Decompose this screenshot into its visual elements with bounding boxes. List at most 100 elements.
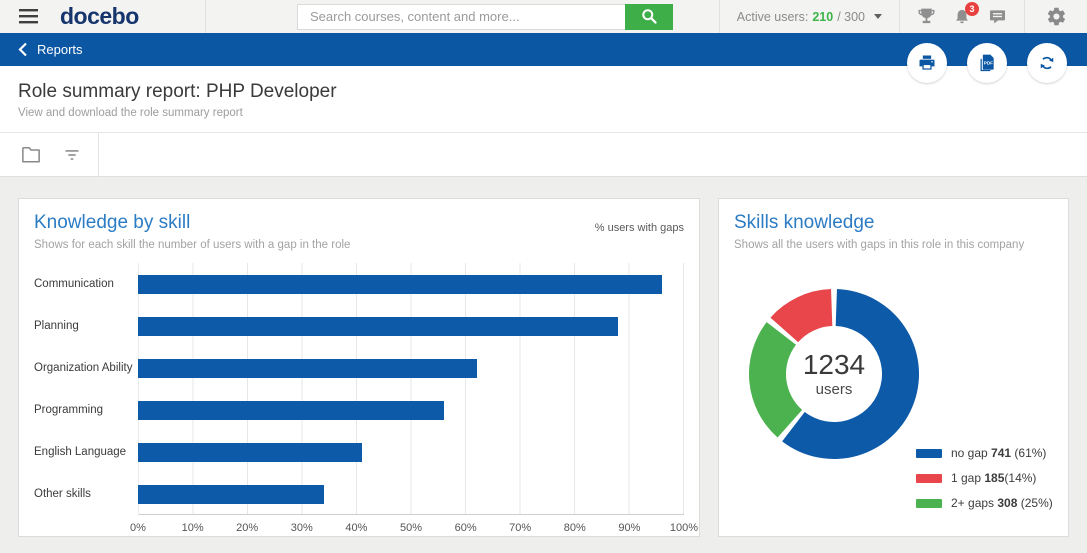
bar-track xyxy=(138,400,684,420)
search-icon xyxy=(641,9,657,24)
active-users-current: 210 xyxy=(812,9,834,24)
skills-knowledge-card: Skills knowledge Shows all the users wit… xyxy=(718,198,1069,537)
axis-tick-label: 20% xyxy=(236,522,259,534)
pdf-icon: PDF xyxy=(980,54,994,72)
breadcrumb-bar: Reports xyxy=(0,33,1087,66)
bar xyxy=(138,442,362,462)
active-users-label: Active users: xyxy=(736,9,809,24)
docebo-logo[interactable]: docebo xyxy=(56,0,206,33)
active-users-total: / 300 xyxy=(837,9,865,24)
notifications-button[interactable]: 3 xyxy=(952,1,979,27)
bar-track xyxy=(138,358,684,378)
bar-category-label: Organization Ability xyxy=(34,362,133,374)
bar-chart-rows: Communication Planning Organization Abilit… xyxy=(34,263,684,515)
report-content: Knowledge by skill Shows for each skill … xyxy=(0,177,1087,553)
toolbar-divider xyxy=(98,132,99,177)
bar-chart-axis: 0% 10% 20% 30% 40% 50% 60% 70% 80% 90% 100% xyxy=(130,515,698,537)
page-title: Role summary report: PHP Developer xyxy=(18,81,337,102)
axis-tick-label: 100% xyxy=(669,522,699,534)
donut-legend: no gap 741 (61%) 1 gap 185(14%) 2+ gaps 30… xyxy=(916,446,1053,510)
bar-chart-body: Communication Planning Organization Abilit… xyxy=(34,263,684,515)
bar-row: Other skills xyxy=(34,473,684,515)
legend-swatch xyxy=(916,448,942,458)
notifications-badge: 3 xyxy=(965,1,979,16)
gamification-button[interactable] xyxy=(916,6,937,27)
card-subtitle: Shows all the users with gaps in this ro… xyxy=(734,239,1025,251)
card-subtitle: Shows for each skill the number of users… xyxy=(34,239,351,251)
chevron-down-icon xyxy=(874,14,882,19)
bar-category-label: Other skills xyxy=(34,488,91,500)
bar-chart-grid xyxy=(138,263,684,515)
legend-item-no-gap: no gap 741 (61%) xyxy=(916,446,1053,460)
refresh-button[interactable] xyxy=(1027,43,1067,83)
bar-row: Organization Ability xyxy=(34,347,684,389)
knowledge-by-skill-card: Knowledge by skill Shows for each skill … xyxy=(18,198,700,537)
printer-icon xyxy=(919,55,935,70)
folder-icon xyxy=(22,146,40,163)
folder-button[interactable] xyxy=(20,145,42,164)
report-toolbar xyxy=(0,132,1087,177)
legend-swatch xyxy=(916,498,942,508)
axis-tick-label: 10% xyxy=(181,522,204,534)
bell-icon xyxy=(956,9,968,23)
page-header: Role summary report: PHP Developer View … xyxy=(0,66,1087,133)
axis-tick-label: 30% xyxy=(290,522,313,534)
download-pdf-button[interactable]: PDF xyxy=(967,43,1007,83)
report-actions: PDF xyxy=(907,43,1067,83)
legend-label: no gap 741 (61%) xyxy=(951,446,1047,460)
messages-button[interactable] xyxy=(987,7,1008,27)
hamburger-icon xyxy=(18,9,38,24)
legend-item-two-plus-gaps: 2+ gaps 308 (25%) xyxy=(916,496,1053,510)
hamburger-menu-button[interactable] xyxy=(0,0,56,33)
axis-note: % users with gaps xyxy=(594,222,684,234)
bar-row: Planning xyxy=(34,305,684,347)
chat-icon xyxy=(990,9,1005,23)
legend-swatch xyxy=(916,473,942,483)
breadcrumb-back-link[interactable]: Reports xyxy=(18,42,83,57)
bar-track xyxy=(138,442,684,462)
bar-category-label: Communication xyxy=(34,278,114,290)
gear-icon xyxy=(1047,7,1065,26)
legend-label: 1 gap 185(14%) xyxy=(951,471,1037,485)
card-title-skills-knowledge: Skills knowledge xyxy=(734,212,875,233)
active-users-dropdown[interactable]: Active users: 210 / 300 xyxy=(718,0,899,33)
bar-chart: Communication Planning Organization Abilit… xyxy=(34,263,698,537)
donut-chart-svg xyxy=(749,289,920,459)
bar-category-label: Planning xyxy=(34,320,79,332)
print-button[interactable] xyxy=(907,43,947,83)
bar-row: Programming xyxy=(34,389,684,431)
chevron-left-icon xyxy=(18,42,27,57)
axis-tick-label: 90% xyxy=(618,522,641,534)
bar xyxy=(138,400,444,420)
settings-button[interactable] xyxy=(1046,6,1067,27)
search-bar xyxy=(297,0,673,33)
trophy-icon xyxy=(918,8,935,24)
page-subtitle: View and download the role summary repor… xyxy=(18,107,243,119)
donut-chart: 1234 users xyxy=(739,279,929,469)
search-input[interactable] xyxy=(297,3,625,30)
filter-button[interactable] xyxy=(62,146,82,164)
topbar-icon-group: 3 xyxy=(899,0,1024,33)
donut-slice-one-gap xyxy=(770,289,833,343)
legend-item-one-gap: 1 gap 185(14%) xyxy=(916,471,1053,485)
card-title-knowledge-by-skill: Knowledge by skill xyxy=(34,212,191,233)
bar-category-label: Programming xyxy=(34,404,104,416)
refresh-icon xyxy=(1040,56,1054,70)
axis-tick-label: 80% xyxy=(563,522,586,534)
bar-category-label: English Language xyxy=(34,446,127,458)
axis-tick-label: 0% xyxy=(130,522,146,534)
legend-label: 2+ gaps 308 (25%) xyxy=(951,496,1053,510)
bar xyxy=(138,484,324,504)
axis-tick-label: 60% xyxy=(454,522,477,534)
axis-tick-label: 50% xyxy=(399,522,423,534)
svg-text:PDF: PDF xyxy=(984,60,993,65)
axis-tick-label: 70% xyxy=(509,522,532,534)
filter-icon xyxy=(65,149,79,160)
bar xyxy=(138,274,663,294)
donut-slice-two-plus-gaps xyxy=(749,322,803,438)
search-button[interactable] xyxy=(625,3,673,30)
bar-row: Communication xyxy=(34,263,684,305)
donut-slice-no-gap xyxy=(782,289,920,459)
bar xyxy=(138,358,477,378)
